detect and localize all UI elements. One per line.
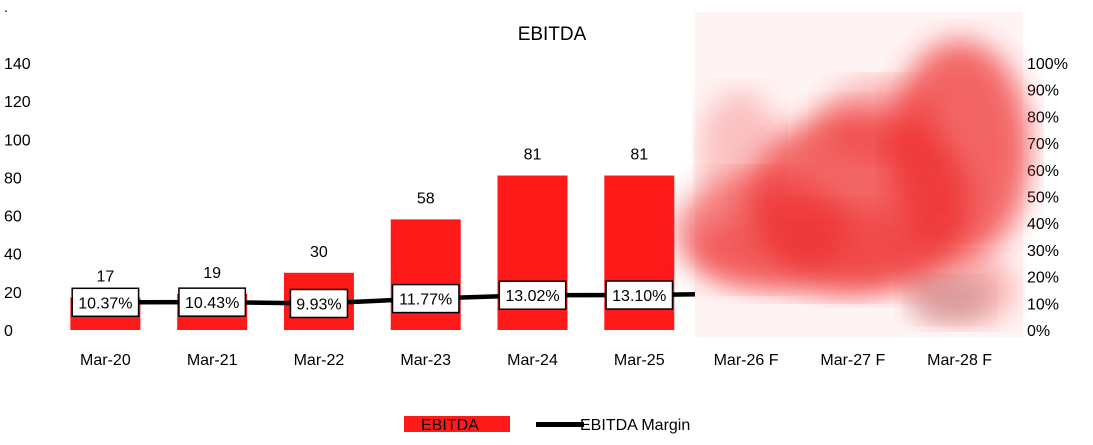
redaction-blob	[820, 80, 940, 160]
left-axis-tick: 80	[4, 170, 22, 187]
right-axis-tick: 40%	[1027, 216, 1059, 233]
left-axis: 0 20 40 60 80 100 120 140	[4, 56, 31, 340]
x-axis-tick: Mar-25	[614, 352, 665, 369]
right-axis-tick: 60%	[1027, 163, 1059, 180]
x-axis-tick: Mar-27 F	[820, 352, 885, 369]
right-axis-tick: 10%	[1027, 296, 1059, 313]
margin-label-box	[289, 288, 349, 319]
right-axis-tick: 0%	[1027, 323, 1050, 340]
right-axis-tick: 30%	[1027, 243, 1059, 260]
ebitda-bar-label: 19	[203, 265, 221, 282]
x-axis-tick: Mar-23	[400, 352, 451, 369]
x-axis-tick: Mar-28 F	[927, 352, 992, 369]
x-axis: Mar-20 Mar-21 Mar-22 Mar-23 Mar-24 Mar-25 Mar-…	[80, 352, 992, 369]
chart-title: EBITDA	[518, 24, 587, 45]
ebitda-bar-label: 30	[310, 244, 328, 261]
ebitda-bars	[70, 175, 675, 330]
margin-label-box	[498, 280, 567, 310]
x-axis-tick: Mar-20	[80, 352, 131, 369]
margin-label-box	[605, 280, 674, 310]
x-axis-tick: Mar-22	[294, 352, 345, 369]
corner-mark: .	[4, 0, 8, 15]
left-axis-tick: 100	[4, 132, 31, 149]
ebitda-bar-label: 81	[630, 147, 648, 164]
left-axis-tick: 60	[4, 209, 22, 226]
right-axis-tick: 90%	[1027, 83, 1059, 100]
legend-swatch-ebitda	[404, 416, 510, 432]
redaction-blob	[700, 90, 780, 210]
left-axis-tick: 140	[4, 56, 31, 73]
ebitda-bar-label: 17	[96, 269, 114, 286]
right-axis-tick: 80%	[1027, 109, 1059, 126]
right-axis: 0% 10% 20% 30% 40% 50% 60% 70% 80% 90% 100%	[1027, 56, 1068, 340]
ebitda-bar	[390, 219, 461, 330]
right-axis-tick: 20%	[1027, 270, 1059, 287]
x-axis-tick: Mar-21	[187, 352, 238, 369]
margin-label-box	[391, 283, 460, 314]
redaction-blob	[690, 205, 950, 295]
left-axis-tick: 40	[4, 247, 22, 264]
margin-data-labels: 10.37% 10.43% 9.93% 11.77% 13.02% 13.10%	[71, 280, 674, 319]
x-axis-tick: Mar-24	[507, 352, 558, 369]
redaction-shadow	[910, 278, 990, 322]
bar-data-labels: 17 19 30 58 81 81	[96, 147, 648, 286]
margin-label-box	[178, 287, 247, 317]
margin-label: 13.10%	[612, 288, 666, 305]
left-axis-tick: 120	[4, 94, 31, 111]
margin-label: 11.77%	[399, 292, 452, 309]
redacted-forecast-region	[675, 12, 1030, 337]
margin-label: 13.02%	[505, 288, 559, 305]
margin-label: 10.37%	[78, 295, 132, 312]
legend-label-margin: EBITDA Margin	[580, 417, 690, 434]
left-axis-tick: 0	[4, 323, 13, 340]
right-axis-tick: 100%	[1027, 56, 1068, 73]
legend-line-margin	[536, 422, 584, 427]
left-axis-tick: 20	[4, 285, 22, 302]
right-axis-tick: 70%	[1027, 136, 1059, 153]
right-axis-tick: 50%	[1027, 190, 1059, 207]
ebitda-bar-label: 81	[524, 147, 542, 164]
ebitda-bar-label: 58	[417, 190, 435, 207]
legend: EBITDA EBITDA Margin	[404, 416, 690, 434]
margin-label-box	[71, 287, 140, 318]
legend-label-ebitda: EBITDA	[421, 417, 479, 434]
margin-label: 9.93%	[296, 296, 341, 313]
x-axis-tick: Mar-26 F	[714, 352, 779, 369]
margin-label: 10.43%	[185, 295, 239, 312]
